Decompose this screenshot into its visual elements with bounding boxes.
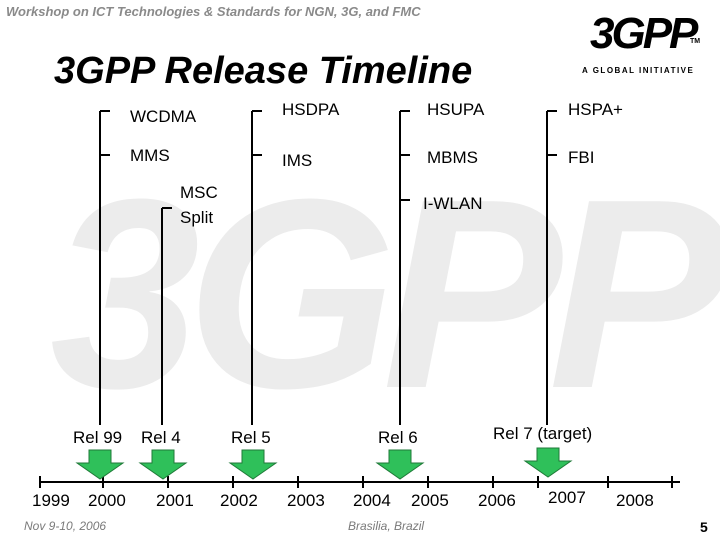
footer-location: Brasilia, Brazil bbox=[348, 519, 425, 533]
page-number: 5 bbox=[700, 519, 708, 535]
release-rel99: Rel 99 bbox=[73, 428, 123, 447]
release-rel5: Rel 5 bbox=[231, 428, 271, 447]
feature-hspa-plus: HSPA+ bbox=[568, 100, 623, 119]
rel5-arrow bbox=[228, 449, 278, 480]
year-label: 1999 bbox=[32, 491, 70, 510]
feature-wcdma: WCDMA bbox=[130, 107, 197, 126]
logo-3gpp: 3GPP TM A GLOBAL INITIATIVE bbox=[582, 8, 712, 80]
footer-date: Nov 9-10, 2006 bbox=[24, 519, 107, 533]
feature-ims: IMS bbox=[282, 151, 313, 170]
release-rel6: Rel 6 bbox=[378, 428, 418, 447]
year-label: 2004 bbox=[353, 491, 391, 510]
year-label: 2006 bbox=[478, 491, 516, 510]
feature-mms: MMS bbox=[130, 146, 170, 165]
rel4-arrow bbox=[138, 449, 188, 480]
release-rel4: Rel 4 bbox=[141, 428, 181, 447]
release-rel7: Rel 7 (target) bbox=[493, 424, 593, 443]
logo-tm: TM bbox=[690, 38, 701, 45]
page-title: 3GPP Release Timeline bbox=[54, 50, 473, 92]
header-text: Workshop on ICT Technologies & Standards… bbox=[6, 4, 421, 19]
year-label: 2008 bbox=[616, 491, 654, 510]
year-label: 2002 bbox=[220, 491, 258, 510]
year-label: 2003 bbox=[287, 491, 325, 510]
feature-hsdpa: HSDPA bbox=[282, 100, 340, 119]
year-label: 2001 bbox=[156, 491, 194, 510]
feature-iwlan: I-WLAN bbox=[423, 194, 483, 213]
feature-hsupa: HSUPA bbox=[427, 100, 485, 119]
logo-text: 3GPP bbox=[590, 9, 698, 58]
year-label: 2007 bbox=[548, 488, 586, 507]
feature-fbi: FBI bbox=[568, 148, 595, 167]
rel99-arrow bbox=[75, 449, 125, 480]
year-label: 2005 bbox=[411, 491, 449, 510]
rel7-arrow bbox=[523, 447, 573, 478]
rel6-arrow bbox=[375, 449, 425, 480]
feature-mbms: MBMS bbox=[427, 148, 478, 167]
feature-msc-line2: Split bbox=[180, 208, 214, 227]
year-label: 2000 bbox=[88, 491, 126, 510]
logo-tagline: A GLOBAL INITIATIVE bbox=[582, 66, 695, 75]
feature-msc-line1: MSC bbox=[180, 183, 218, 202]
